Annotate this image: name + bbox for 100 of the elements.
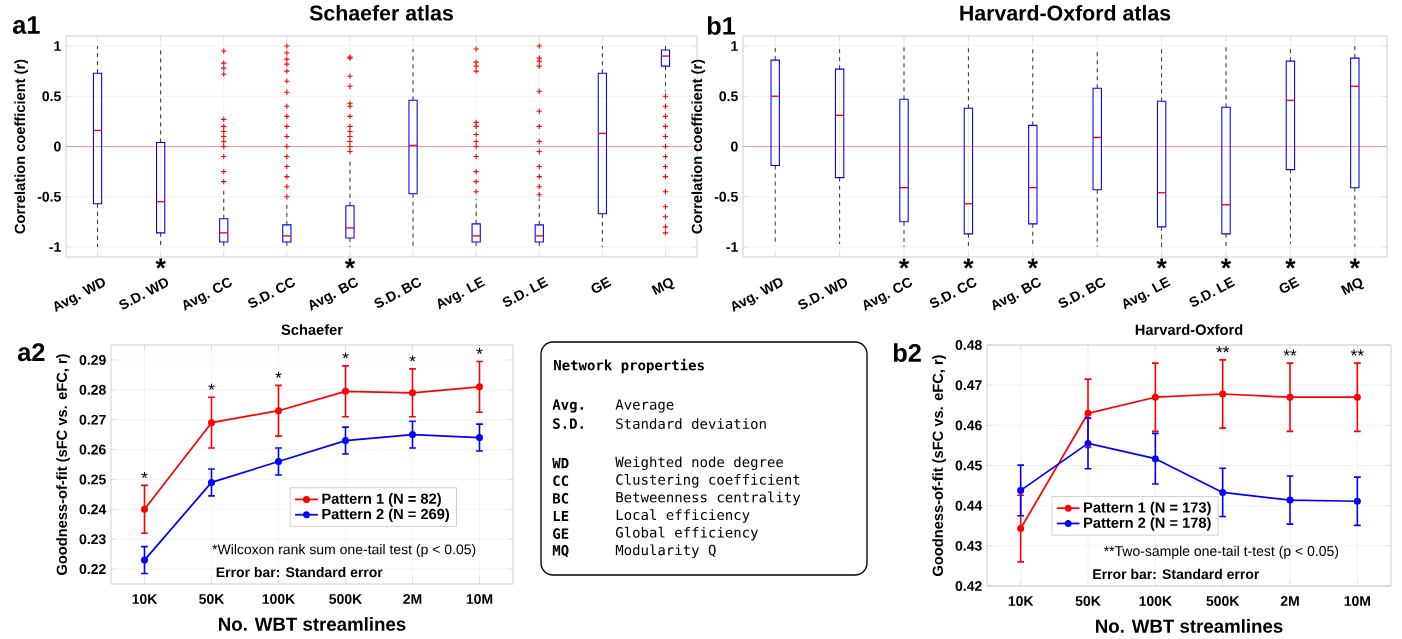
y-tick-label: -0.5 [714, 191, 738, 202]
text: * [1285, 258, 1296, 269]
x-tick-label: S.D. BC [1058, 277, 1106, 308]
y-tick-label: 0.48 [955, 340, 982, 350]
x-tick-label: Avg. BC [309, 277, 358, 311]
y-tick-label: 0.25 [79, 474, 106, 485]
x-tick-label: 100K [1139, 596, 1172, 606]
y-tick-label: -0.5 [37, 191, 61, 202]
x-tick-label: 10M [466, 594, 493, 604]
x-axis-title: No. WBT streamlines [219, 617, 406, 631]
y-tick-label: 0.26 [79, 444, 106, 455]
point [1219, 390, 1227, 398]
y-tick-label: 1 [54, 41, 61, 51]
annotation: *Wilcoxon rank sum one-tail test (p < 0.05) [212, 544, 476, 558]
text: GE [553, 528, 569, 539]
point [408, 431, 417, 439]
point [1151, 455, 1159, 463]
x-axis-title: No. WBT streamlines [1096, 619, 1283, 633]
y-tick-label: 0.5 [42, 91, 61, 102]
y-tick-label: 0.27 [79, 414, 106, 425]
x-tick-label: 2M [403, 594, 422, 604]
chart-title: Harvard-Oxford atlas [960, 4, 1171, 21]
legend-label: Pattern 1 (N = 173) [1084, 501, 1211, 516]
x-tick-label: 10K [132, 594, 158, 604]
x-tick-label: Avg. LE [437, 276, 486, 310]
y-tick-label: 0.23 [79, 534, 106, 545]
annotation: ** [1216, 346, 1230, 353]
text: * [155, 258, 166, 269]
point [1017, 486, 1025, 494]
point [140, 505, 149, 513]
text: * [1349, 258, 1360, 269]
text: * [898, 258, 910, 269]
text: * [344, 258, 356, 269]
annotation: * [141, 471, 148, 478]
y-tick-label: 1 [731, 41, 738, 51]
chart-title: Schaefer [281, 324, 343, 335]
text: Clustering coefficient [616, 473, 800, 488]
legend-label: Pattern 2 (N = 269) [322, 508, 450, 523]
text: CC [553, 475, 569, 487]
y-tick-label: 0.5 [719, 91, 738, 102]
y-tick-label: 0.46 [955, 420, 982, 431]
y-tick-label: 0.45 [955, 460, 982, 471]
point [341, 437, 350, 445]
y-tick-label: 0.42 [955, 581, 982, 591]
legend-label: Pattern 1 (N = 82) [322, 493, 441, 507]
text: Global efficiency [615, 526, 759, 541]
point [1353, 497, 1361, 505]
text: Standard deviation [616, 418, 766, 429]
y-tick-label: -1 [49, 242, 61, 252]
point [475, 383, 484, 391]
x-tick-label: S.D. WD [798, 278, 848, 310]
point [274, 407, 283, 415]
x-tick-label: Avg. CC [863, 277, 912, 311]
x-tick-label: Avg. LE [1123, 276, 1171, 310]
text: * [963, 258, 974, 269]
y-tick-label: 0.43 [955, 540, 982, 551]
x-tick-label: S.D. BC [374, 277, 422, 308]
point [1151, 393, 1159, 401]
point [1084, 439, 1092, 447]
x-tick-label: MQ [651, 278, 675, 296]
y-tick-label: 0.28 [79, 384, 106, 395]
text: Avg. [552, 399, 583, 413]
chart-title: Schaefer atlas [309, 4, 453, 21]
text: Average [615, 399, 674, 413]
x-tick-label: GE [1279, 276, 1300, 293]
chart-title: Harvard-Oxford [1135, 324, 1243, 335]
text: * [1156, 258, 1167, 269]
x-tick-label: 500K [1206, 596, 1240, 606]
x-tick-label: GE [591, 276, 612, 293]
x-tick-label: Avg. WD [54, 278, 105, 313]
x-tick-label: 10K [1008, 596, 1034, 606]
y-tick-label: -1 [726, 242, 738, 252]
y-tick-label: 0 [54, 141, 61, 152]
x-tick-label: 100K [262, 594, 296, 604]
text: * [1220, 258, 1232, 269]
text: MQ [552, 545, 569, 558]
text: * [1027, 258, 1038, 269]
text: Weighted node degree [615, 456, 783, 471]
x-tick-label: 500K [329, 594, 363, 604]
x-tick-label: 10M [1344, 596, 1371, 606]
annotation: * [275, 371, 282, 378]
annotation: Error bar: Standard error [216, 566, 383, 578]
point [1219, 488, 1227, 496]
y-tick-label: 0.29 [79, 354, 106, 365]
point [475, 434, 484, 442]
text: WD [552, 458, 569, 469]
text: b1 [707, 16, 736, 35]
annotation: **Two-sample one-tail t-test (p < 0.05) [1103, 545, 1339, 559]
text: LE [553, 510, 569, 522]
annotation: ** [1350, 349, 1364, 356]
x-tick-label: Avg. CC [183, 277, 232, 311]
text: Betweenness centrality [616, 491, 801, 506]
x-tick-label: S.D. CC [248, 277, 295, 308]
x-tick-label: 2M [1280, 596, 1299, 606]
y-tick-label: 0.22 [79, 564, 106, 575]
x-tick-label: MQ [1340, 278, 1365, 296]
annotation: Error bar: Standard error [1093, 568, 1260, 580]
y-tick-label: 0.44 [955, 500, 983, 511]
y-axis-title: Correlation coefficient (r) [14, 59, 28, 234]
text: S.D. [553, 418, 583, 429]
